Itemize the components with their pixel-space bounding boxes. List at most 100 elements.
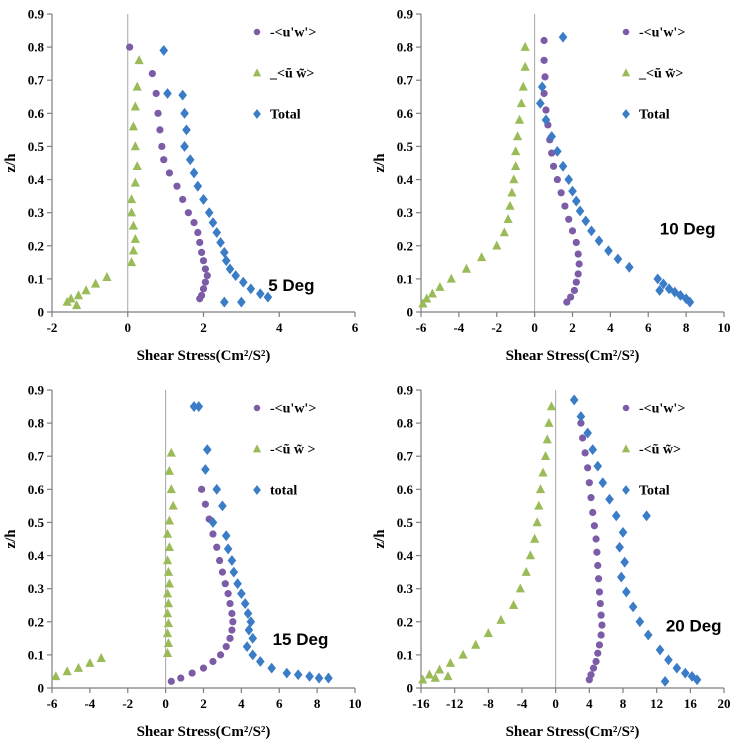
- data-point-circle: [201, 278, 209, 286]
- x-tick-label: 0: [531, 320, 538, 335]
- data-point-diamond: [568, 185, 577, 197]
- data-point-circle: [213, 543, 221, 551]
- data-point-circle: [201, 265, 209, 273]
- data-point-triangle: [126, 194, 137, 204]
- data-point-circle: [199, 664, 208, 672]
- legend-label: -<u'w'>: [639, 26, 685, 41]
- data-point-diamond: [163, 88, 172, 99]
- data-point-diamond: [569, 394, 579, 406]
- data-point-diamond: [208, 517, 218, 528]
- data-point-circle: [587, 494, 595, 502]
- x-tick-label: 4: [276, 320, 283, 335]
- data-point-diamond: [229, 566, 239, 578]
- data-point-triangle: [166, 447, 176, 457]
- y-tick-label: 0: [407, 681, 414, 696]
- legend-label: -<u'w'>: [270, 402, 316, 417]
- x-tick-label: -2: [491, 320, 502, 335]
- data-point-diamond: [642, 510, 651, 522]
- data-point-diamond: [594, 235, 604, 247]
- data-point-circle: [152, 89, 160, 98]
- data-point-triangle: [96, 653, 106, 662]
- y-tick-label: 0.3: [397, 205, 414, 220]
- data-point-triangle: [511, 161, 521, 171]
- data-point-triangle: [515, 583, 525, 593]
- y-tick-label: 0: [38, 681, 45, 696]
- data-point-circle: [598, 621, 606, 629]
- data-point-triangle: [520, 61, 530, 71]
- data-point-circle: [218, 568, 227, 576]
- data-point-diamond: [212, 483, 222, 495]
- data-point-circle: [594, 575, 603, 583]
- y-tick-label: 0.4: [397, 172, 414, 187]
- data-point-diamond: [178, 89, 187, 101]
- data-point-diamond: [587, 225, 596, 237]
- data-point-circle: [574, 250, 582, 258]
- data-point-diamond: [655, 285, 664, 296]
- data-point-diamond: [212, 227, 222, 238]
- data-point-triangle: [516, 98, 526, 108]
- data-point-diamond: [243, 608, 253, 619]
- chart-10deg: 0 0.1 0.2 0.3 0.4 0.5 0.6 0.7 0.8 0.9 -6 -4 -2 0 2 4 6 8 1…: [372, 7, 731, 365]
- data-point-triangle: [162, 648, 173, 657]
- x-tick-label: 0: [125, 320, 132, 335]
- data-point-triangle: [132, 161, 142, 171]
- y-tick-label: 0.4: [28, 548, 45, 563]
- data-point-circle: [253, 28, 261, 36]
- data-point-triangle: [166, 484, 176, 494]
- data-point-triangle: [434, 664, 445, 674]
- legend-label: _<ũ w̃>: [638, 67, 683, 82]
- data-point-circle: [126, 43, 134, 51]
- x-tick-label: 0: [162, 696, 169, 711]
- data-point-diamond: [253, 485, 261, 495]
- chart-panel-20deg: 0 0.1 0.2 0.3 0.4 0.5 0.6 0.7 0.8 0.9 -16 -12 -8 -4 0 4…: [369, 376, 738, 752]
- x-axis-title: Shear Stress(Cm²/S²): [137, 724, 271, 740]
- data-point-triangle: [520, 41, 530, 51]
- data-point-diamond: [588, 444, 597, 455]
- data-point-diamond: [672, 662, 682, 674]
- data-point-circle: [198, 485, 206, 493]
- data-point-diamond: [581, 215, 591, 227]
- data-point-triangle: [102, 272, 112, 281]
- data-point-diamond: [267, 662, 276, 674]
- data-point-diamond: [263, 291, 273, 303]
- data-point-triangle: [446, 273, 456, 283]
- data-point-triangle: [128, 220, 139, 230]
- data-point-triangle: [132, 81, 142, 91]
- data-point-circle: [572, 278, 580, 286]
- data-point-triangle: [62, 666, 72, 676]
- data-point-triangle: [458, 649, 468, 659]
- data-point-diamond: [242, 641, 252, 653]
- chart-panel-10deg: 0 0.1 0.2 0.3 0.4 0.5 0.6 0.7 0.8 0.9 -6 -4 -2 0 2 4 6 8 1…: [369, 0, 738, 376]
- data-point-diamond: [282, 667, 292, 679]
- data-point-circle: [553, 175, 561, 184]
- x-tick-label: -8: [483, 696, 494, 711]
- data-point-triangle: [518, 81, 528, 91]
- x-tick-label: -6: [416, 320, 427, 335]
- x-tick-label: 4: [607, 320, 614, 335]
- y-tick-label: 0.6: [397, 482, 414, 497]
- data-point-diamond: [248, 632, 258, 644]
- data-point-triangle: [162, 628, 173, 638]
- data-point-circle: [572, 238, 580, 247]
- data-point-triangle: [511, 146, 521, 156]
- data-point-diamond: [660, 675, 670, 687]
- data-point-triangle: [505, 200, 515, 210]
- data-point-triangle: [532, 517, 542, 527]
- data-point-diamond: [293, 669, 303, 681]
- data-point-triangle: [483, 628, 493, 638]
- data-point-triangle: [538, 467, 548, 477]
- data-point-circle: [594, 649, 602, 657]
- data-point-diamond: [613, 253, 623, 265]
- data-point-diamond: [615, 541, 624, 553]
- data-point-triangle: [162, 588, 173, 598]
- data-point-triangle: [252, 444, 262, 453]
- data-point-diamond: [558, 31, 568, 43]
- x-tick-label: -16: [412, 696, 430, 711]
- data-point-circle: [179, 195, 187, 204]
- data-point-diamond: [305, 671, 314, 682]
- data-point-circle: [198, 248, 206, 256]
- data-point-triangle: [621, 444, 631, 453]
- data-point-circle: [594, 561, 602, 570]
- data-point-triangle: [445, 657, 456, 667]
- data-point-triangle: [544, 417, 554, 427]
